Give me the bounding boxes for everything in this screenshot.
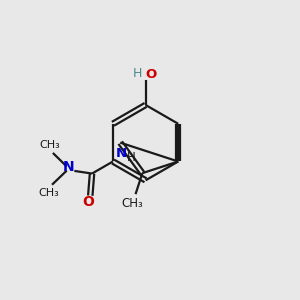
- Text: N: N: [63, 160, 74, 174]
- Text: H: H: [133, 67, 142, 80]
- Text: O: O: [145, 68, 157, 81]
- Text: CH₃: CH₃: [122, 197, 143, 210]
- Text: H: H: [127, 152, 136, 164]
- Text: CH₃: CH₃: [39, 188, 59, 198]
- Text: O: O: [82, 195, 94, 209]
- Text: CH₃: CH₃: [40, 140, 60, 150]
- Text: N: N: [116, 147, 127, 160]
